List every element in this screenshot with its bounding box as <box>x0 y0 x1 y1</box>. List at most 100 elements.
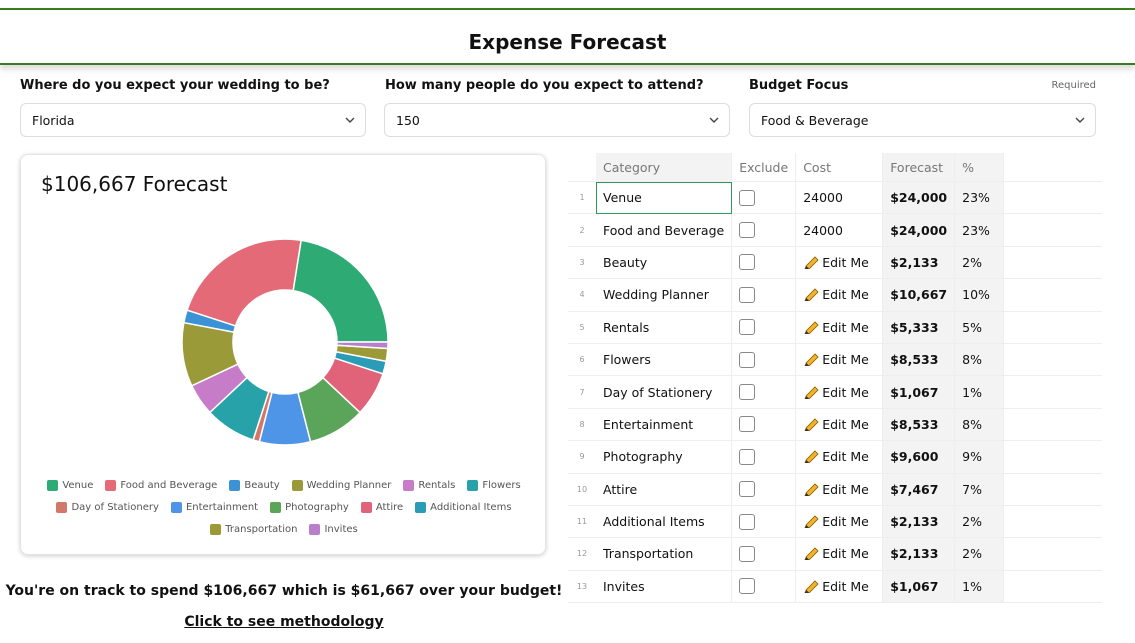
percent-cell: 9% <box>955 441 1004 473</box>
chart-title: $106,667 Forecast <box>41 172 227 196</box>
checkbox[interactable] <box>739 514 755 530</box>
filler <box>1004 408 1103 440</box>
filler <box>1004 441 1103 473</box>
percent-cell: 7% <box>955 473 1004 505</box>
row-number: 3 <box>568 246 596 278</box>
cost-cell: Edit Me <box>796 441 883 473</box>
forecast-cell: $5,333 <box>883 311 955 343</box>
cost-value: Edit Me <box>822 352 869 367</box>
forecast-cell: $24,000 <box>883 182 955 214</box>
legend-item: Flowers <box>467 478 520 493</box>
forecast-cell: $8,533 <box>883 343 955 375</box>
pencil-body <box>806 451 818 463</box>
table-row: 7Day of StationeryEdit Me$1,0671% <box>568 376 1102 408</box>
exclude-cell <box>732 473 796 505</box>
checkbox[interactable] <box>739 190 755 206</box>
row-number: 6 <box>568 343 596 375</box>
select-value: Florida <box>32 113 75 128</box>
checkbox[interactable] <box>739 287 755 303</box>
exclude-cell <box>732 538 796 570</box>
exclude-cell <box>732 246 796 278</box>
checkbox[interactable] <box>739 416 755 432</box>
cost-value: Edit Me <box>822 449 869 464</box>
pencil-icon <box>803 352 819 366</box>
methodology-link[interactable]: Click to see methodology <box>0 614 568 630</box>
exclude-cell <box>732 311 796 343</box>
category-cell: Invites <box>596 570 732 602</box>
select[interactable]: Food & Beverage <box>749 103 1096 137</box>
checkbox[interactable] <box>739 449 755 465</box>
pencil-icon <box>803 579 819 593</box>
cost-cell: Edit Me <box>796 505 883 537</box>
row-number: 8 <box>568 408 596 440</box>
legend-swatch <box>47 480 58 491</box>
select[interactable]: Florida <box>20 103 366 137</box>
exclude-cell <box>732 279 796 311</box>
checkbox[interactable] <box>739 352 755 368</box>
row-number: 1 <box>568 182 596 214</box>
percent-cell: 8% <box>955 408 1004 440</box>
percent-cell: 10% <box>955 279 1004 311</box>
checkbox[interactable] <box>739 222 755 238</box>
pencil-body <box>806 548 818 560</box>
cost-cell: Edit Me <box>796 538 883 570</box>
pencil-body <box>806 257 818 269</box>
column-header: Cost <box>796 153 883 182</box>
column-header: Forecast <box>883 153 955 182</box>
cost-value: Edit Me <box>822 579 869 594</box>
cost-cell: 24000 <box>796 182 883 214</box>
category-cell: Transportation <box>596 538 732 570</box>
legend-item: Invites <box>309 522 357 537</box>
legend-label: Additional Items <box>430 502 511 513</box>
category-cell: Food and Beverage <box>596 214 732 246</box>
filler <box>1004 376 1103 408</box>
pencil-icon <box>803 449 819 463</box>
category-cell: Photography <box>596 441 732 473</box>
row-number: 4 <box>568 279 596 311</box>
row-number: 13 <box>568 570 596 602</box>
legend-swatch <box>105 480 116 491</box>
filler <box>1004 538 1103 570</box>
legend-swatch <box>467 480 478 491</box>
cost-value: Edit Me <box>822 255 869 270</box>
checkbox[interactable] <box>739 546 755 562</box>
legend-label: Venue <box>62 480 93 491</box>
table-row: 12TransportationEdit Me$2,1332% <box>568 538 1102 570</box>
exclude-cell <box>732 570 796 602</box>
cost-value: Edit Me <box>822 287 869 302</box>
cost-cell: Edit Me <box>796 279 883 311</box>
filler <box>1004 246 1103 278</box>
field-label: Budget Focus <box>749 78 848 93</box>
category-cell: Entertainment <box>596 408 732 440</box>
chevron <box>345 116 355 124</box>
select-value: Food & Beverage <box>761 113 868 128</box>
legend: VenueFood and BeverageBeautyWedding Plan… <box>40 478 528 537</box>
table-row: 2Food and Beverage24000$24,00023% <box>568 214 1102 246</box>
legend-item: Entertainment <box>171 500 258 515</box>
checkbox[interactable] <box>739 481 755 497</box>
legend-swatch <box>403 480 414 491</box>
pencil-icon <box>803 385 819 399</box>
cost-value: Edit Me <box>822 320 869 335</box>
select[interactable]: 150 <box>384 103 730 137</box>
checkbox[interactable] <box>739 319 755 335</box>
checkbox[interactable] <box>739 384 755 400</box>
legend-item: Rentals <box>403 478 455 493</box>
legend-item: Day of Stationery <box>56 500 158 515</box>
filler <box>1004 505 1103 537</box>
pencil-icon <box>803 482 819 496</box>
chevron <box>709 116 719 124</box>
legend-item: Venue <box>47 478 93 493</box>
category-cell: Wedding Planner <box>596 279 732 311</box>
checkbox[interactable] <box>739 254 755 270</box>
pencil-body <box>806 419 818 431</box>
legend-label: Entertainment <box>186 502 258 513</box>
forecast-cell: $7,467 <box>883 473 955 505</box>
checkbox[interactable] <box>739 578 755 594</box>
select-value: 150 <box>396 113 420 128</box>
page-title: Expense Forecast <box>0 10 1135 74</box>
column-header: % <box>955 153 1004 182</box>
legend-swatch <box>56 502 67 513</box>
forecast-cell: $9,600 <box>883 441 955 473</box>
